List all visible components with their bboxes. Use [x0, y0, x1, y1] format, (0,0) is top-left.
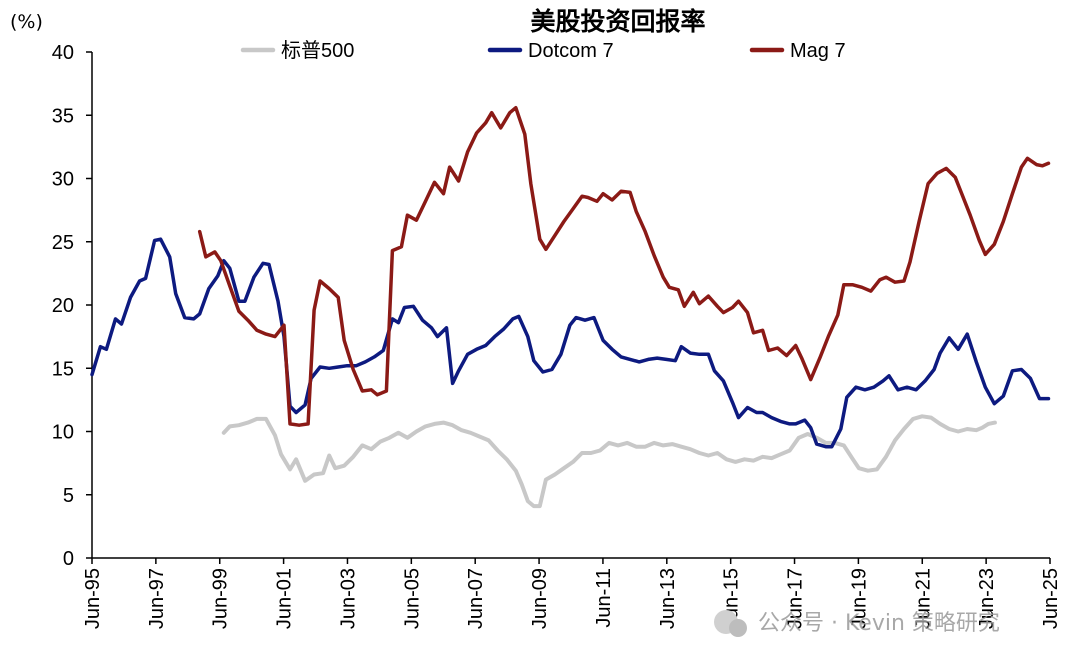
- series-layer: [90, 105, 1051, 509]
- y-tick-label: 35: [52, 105, 74, 127]
- x-tick-label: Jun-19: [848, 568, 870, 629]
- y-tick-label: 30: [52, 169, 74, 191]
- y-axis-unit-label: (%): [10, 11, 43, 33]
- x-tick-label: Jun-05: [401, 568, 423, 629]
- watermark-text: 公众号 · Kevin 策略研究: [758, 611, 1000, 636]
- y-tick-label: 40: [52, 42, 74, 64]
- watermark: 公众号 · Kevin 策略研究: [714, 610, 1000, 637]
- y-tick-label: 0: [63, 548, 74, 570]
- x-tick-label: Jun-01: [274, 568, 296, 629]
- x-tick-label: Jun-95: [82, 568, 104, 629]
- legend-label: Dotcom 7: [528, 40, 614, 62]
- x-tick-label: Jun-09: [529, 568, 551, 629]
- x-tick-label: Jun-17: [785, 568, 807, 629]
- x-tick-label: Jun-23: [976, 568, 998, 629]
- x-tick-label: Jun-03: [337, 568, 359, 629]
- wechat-icon-bubble: [729, 619, 747, 637]
- legend: 标普500 Dotcom 7 Mag 7: [240, 39, 846, 62]
- x-tick-label: Jun-25: [1040, 568, 1062, 629]
- x-tick-label: Jun-13: [657, 568, 679, 629]
- y-tick-label: 25: [52, 232, 74, 254]
- series-line-mag7: [197, 105, 1051, 427]
- y-tick-label: 20: [52, 295, 74, 317]
- legend-label: Mag 7: [790, 40, 846, 62]
- axes: 0 5 10 15 20 25 30 35 40 Jun-95 Jun-97 Jun-99 Jun-01…: [52, 42, 1062, 629]
- y-tick-label: 15: [52, 358, 74, 380]
- legend-label: 标普500: [281, 39, 354, 62]
- x-tick-label: Jun-97: [146, 568, 168, 629]
- series-line-sp500: [221, 414, 997, 509]
- x-tick-label: Jun-07: [465, 568, 487, 629]
- y-tick-label: 10: [52, 422, 74, 444]
- chart-title: 美股投资回报率: [530, 7, 705, 36]
- x-tick-label: Jun-11: [593, 568, 615, 628]
- y-tick-label: 5: [63, 485, 74, 507]
- x-tick-label: Jun-21: [912, 568, 934, 629]
- x-tick-label: Jun-99: [210, 568, 232, 629]
- series-line-dotcom7: [90, 237, 1051, 449]
